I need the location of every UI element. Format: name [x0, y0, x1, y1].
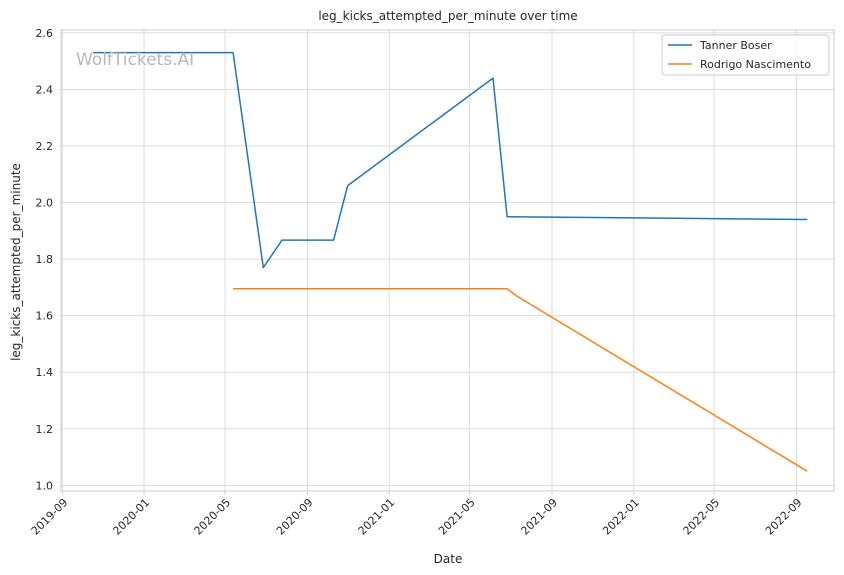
x-tick-label: 2021-01	[356, 496, 398, 538]
series-line-1	[233, 288, 808, 472]
x-tick-label: 2022-05	[681, 496, 723, 538]
x-tick-label: 2020-05	[192, 496, 234, 538]
x-tick-label: 2022-01	[600, 496, 642, 538]
x-axis-label: Date	[434, 552, 463, 566]
y-tick-label: 2.4	[36, 83, 54, 96]
y-tick-label: 1.8	[36, 253, 54, 266]
y-axis-label: leg_kicks_attempted_per_minute	[9, 163, 23, 361]
x-tick-label: 2019-09	[29, 496, 71, 538]
chart-title: leg_kicks_attempted_per_minute over time	[318, 9, 577, 23]
y-tick-label: 1.4	[36, 366, 54, 379]
x-tick-label: 2021-05	[436, 496, 478, 538]
legend-label: Tanner Boser	[699, 39, 772, 52]
legend-box	[661, 34, 830, 76]
y-tick-label: 1.0	[36, 479, 54, 492]
x-tick-label: 2020-01	[110, 496, 152, 538]
x-tick-label: 2022-09	[763, 496, 805, 538]
y-tick-label: 2.0	[36, 197, 54, 210]
legend-label: Rodrigo Nascimento	[700, 58, 811, 71]
grid	[61, 30, 834, 491]
y-tick-label: 2.2	[36, 140, 54, 153]
y-tick-label: 2.6	[36, 27, 54, 40]
y-axis: 1.0 1.2 1.4 1.6 1.8 2.0 2.2 2.4 2.6	[36, 27, 54, 493]
series	[93, 51, 808, 472]
plot-frame	[60, 29, 835, 492]
x-axis: 2019-09 2020-01 2020-05 2020-09 2021-01 2021-…	[29, 491, 805, 538]
watermark: WolfTickets.AI	[76, 50, 194, 70]
legend: Tanner Boser Rodrigo Nascimento	[661, 34, 830, 76]
x-tick-label: 2021-09	[518, 496, 560, 538]
y-tick-label: 1.6	[36, 310, 54, 323]
series-line-0	[93, 51, 808, 269]
x-tick-label: 2020-09	[274, 496, 316, 538]
y-tick-label: 1.2	[36, 423, 54, 436]
